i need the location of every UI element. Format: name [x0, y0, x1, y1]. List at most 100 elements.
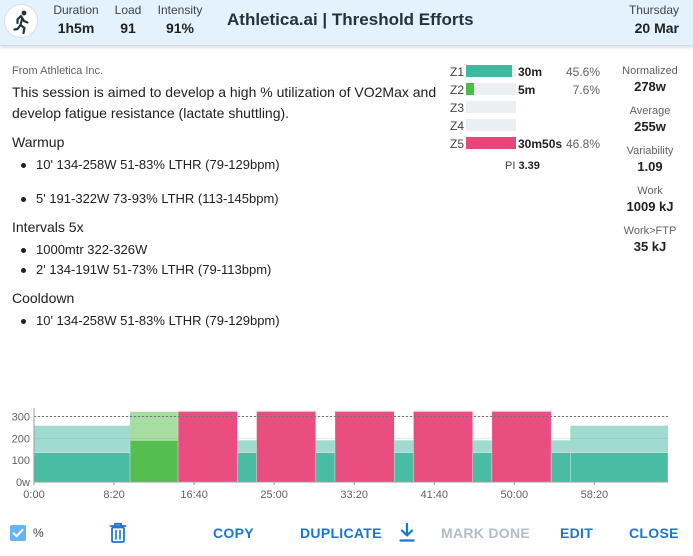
duplicate-button[interactable]: DUPLICATE	[300, 525, 382, 541]
zone-percent: 45.6%	[565, 65, 600, 79]
edit-button[interactable]: EDIT	[560, 525, 594, 541]
stat-intensity: Intensity 91%	[156, 3, 204, 37]
percent-checkbox[interactable]	[10, 525, 26, 541]
stat-value: 91	[120, 20, 136, 36]
zone-bar-track	[466, 101, 516, 113]
stat-label: Duration	[53, 3, 99, 17]
interval-bar	[393, 452, 414, 483]
metric-normalized: Normalized 278w	[612, 64, 688, 96]
download-button[interactable]	[398, 522, 416, 544]
zone-percent: 46.8%	[565, 137, 600, 151]
metric-variability: Variability 1.09	[612, 144, 688, 176]
x-tick-label: 25:00	[260, 489, 288, 501]
metric-value: 35 kJ	[633, 239, 667, 254]
interval-bar	[334, 411, 395, 483]
date-value: 20 Mar	[634, 20, 679, 36]
section-title: Warmup	[12, 134, 65, 150]
target-range-area	[570, 425, 668, 453]
target-range-area	[34, 425, 131, 453]
x-tick-label: 41:40	[420, 489, 448, 501]
step-item: 2' 134-191W 51-73% LTHR (79-113bpm)	[12, 260, 442, 280]
zone-name: Z4	[450, 119, 465, 133]
interval-bar	[33, 452, 131, 483]
metric-label: Average	[629, 105, 671, 117]
close-button[interactable]: CLOSE	[629, 525, 679, 541]
zone-name: Z2	[450, 83, 465, 97]
step-item: 10' 134-258W 51-83% LTHR (79-129bpm)	[12, 155, 442, 175]
zone-distribution: Z1 30m 45.6% Z2 5m 7.6% Z3 Z4 Z5 30m50s …	[450, 63, 606, 153]
interval-bar	[256, 411, 317, 483]
step-item: 10' 134-258W 51-83% LTHR (79-129bpm)	[12, 311, 442, 331]
metric-label: Variability	[626, 145, 674, 157]
zone-name: Z3	[450, 101, 465, 115]
stat-label: Intensity	[157, 3, 203, 17]
step-item: 5' 191-322W 73-93% LTHR (113-145bpm)	[12, 189, 442, 209]
delete-button[interactable]	[108, 522, 128, 544]
zone-percent: 7.6%	[572, 83, 600, 97]
stat-duration: Duration 1h5m	[52, 3, 100, 37]
zone-bar-fill	[466, 65, 512, 77]
y-tick-label: 200	[12, 433, 30, 445]
mark-done-button[interactable]: MARK DONE	[441, 525, 531, 541]
y-tick-label: 0w	[16, 477, 30, 489]
author-line: From Athletica Inc.	[12, 65, 104, 77]
workout-title: Athletica.ai | Threshold Efforts	[227, 10, 474, 29]
download-icon	[399, 522, 415, 542]
runner-icon	[4, 4, 38, 38]
target-range-area	[551, 440, 571, 453]
metric-average: Average 255w	[612, 104, 688, 136]
metric-value: 278w	[634, 79, 666, 94]
header-bar: Duration 1h5m Load 91 Intensity 91% Athl…	[0, 0, 693, 46]
x-tick-label: 50:00	[501, 489, 529, 501]
zone-time: 30m50s	[518, 137, 563, 151]
metric-value: 255w	[634, 119, 666, 134]
step-list: 1000mtr 322-326W 2' 134-191W 51-73% LTHR…	[12, 240, 442, 280]
stat-label: Load	[114, 3, 142, 17]
interval-bar	[570, 452, 669, 483]
zone-row: Z4	[450, 117, 606, 135]
stat-value: 91%	[165, 20, 195, 36]
metric-label: Work>FTP	[623, 225, 677, 237]
target-range-area	[237, 440, 257, 453]
zone-name: Z1	[450, 65, 465, 79]
y-tick-label: 300	[12, 412, 30, 424]
zone-row: Z2 5m 7.6%	[450, 81, 606, 99]
interval-bar	[491, 411, 552, 483]
interval-bar	[413, 411, 473, 483]
x-tick-label: 8:20	[103, 489, 124, 501]
zone-row: Z5 30m50s 46.8%	[450, 135, 606, 153]
x-tick-label: 33:20	[340, 489, 368, 501]
target-range-area	[394, 440, 414, 453]
date-day: Thursday	[628, 3, 679, 17]
target-range-area	[130, 411, 179, 441]
target-range-area	[413, 410, 473, 412]
interval-bar	[472, 452, 493, 483]
stat-value: 1h5m	[57, 20, 95, 36]
target-range-area	[334, 410, 395, 412]
x-tick-label: 16:40	[180, 489, 208, 501]
zone-time: 30m	[518, 65, 543, 79]
section-title: Intervals 5x	[12, 219, 84, 235]
target-range-area	[178, 410, 238, 412]
zone-bar-fill	[466, 137, 516, 149]
action-bar: % COPY DUPLICATE MARK DONE EDIT CLOSE	[0, 518, 693, 548]
interval-bar	[177, 411, 238, 483]
check-icon	[12, 528, 24, 538]
power-profile-chart: 0w 100 200 300 0:00 8:20 16:40 25:00 33:20 41:40 5…	[12, 408, 669, 501]
target-range-area	[472, 440, 492, 453]
pi-value: 3.39	[518, 160, 540, 172]
zone-row: Z3	[450, 99, 606, 117]
zone-time: 5m	[518, 83, 536, 97]
interval-bar	[129, 440, 179, 483]
metric-work: Work 1009 kJ	[612, 184, 688, 216]
interval-bar	[315, 452, 336, 483]
metric-value: 1.09	[637, 159, 663, 174]
target-range-area	[491, 410, 552, 412]
zone-bar-track	[466, 83, 516, 95]
step-list: 10' 134-258W 51-83% LTHR (79-129bpm)	[12, 311, 442, 331]
zone-name: Z5	[450, 137, 465, 151]
target-range-area	[256, 410, 316, 412]
metric-value: 1009 kJ	[626, 199, 674, 214]
step-item: 1000mtr 322-326W	[12, 240, 442, 260]
copy-button[interactable]: COPY	[213, 525, 254, 541]
